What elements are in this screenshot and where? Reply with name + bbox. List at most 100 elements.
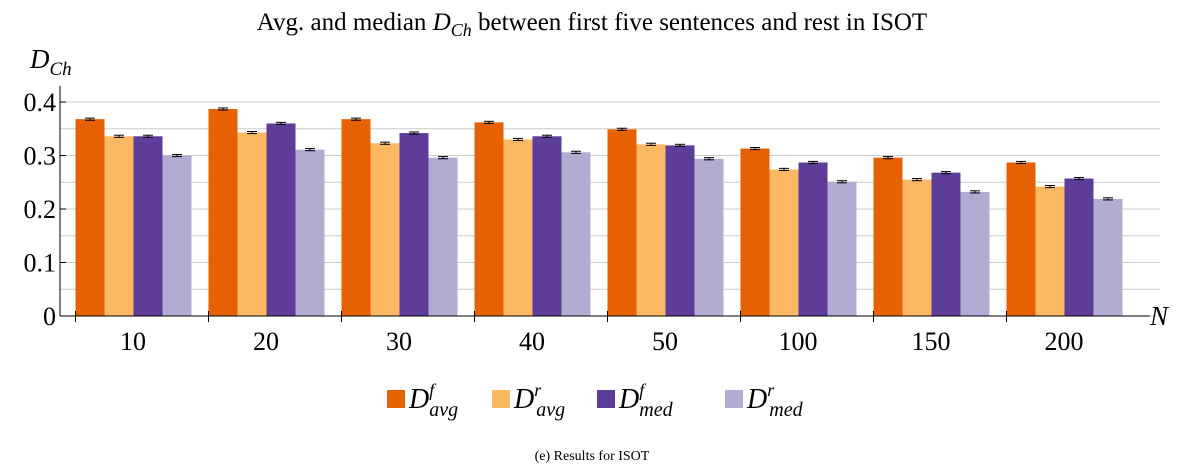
error-bar <box>172 153 182 158</box>
error-bar <box>617 127 627 131</box>
error-bar <box>305 148 315 152</box>
bar <box>208 109 238 316</box>
legend-part: f <box>639 380 647 400</box>
y-tick-label: 0 <box>43 302 56 331</box>
bar <box>266 123 296 316</box>
y-tick-label: 0.4 <box>24 88 57 117</box>
bar <box>798 162 828 316</box>
x-tick-label: 150 <box>912 327 951 356</box>
y-label-part: D <box>29 44 50 74</box>
bar <box>769 169 799 316</box>
error-bar <box>438 156 448 160</box>
y-tick-label: 0.2 <box>24 195 57 224</box>
legend-part: D <box>408 384 429 415</box>
error-bar <box>704 157 714 161</box>
error-bar <box>143 134 153 138</box>
y-tick-label: 0.3 <box>24 142 57 171</box>
error-bar <box>380 141 390 145</box>
error-bar <box>883 156 893 160</box>
error-bar <box>941 171 951 175</box>
legend-label: Df avg <box>408 380 458 421</box>
bar <box>607 129 637 316</box>
error-bar <box>675 143 685 147</box>
bar <box>1093 198 1123 316</box>
bar <box>162 155 192 316</box>
bar <box>237 132 267 316</box>
bar <box>399 133 429 316</box>
bar <box>960 191 990 316</box>
title-part: D <box>432 9 451 36</box>
y-tick-label: 0.1 <box>24 249 57 278</box>
legend-part: med <box>639 399 673 421</box>
legend-part: med <box>769 399 803 421</box>
bar <box>532 136 562 316</box>
legend-label: Dr avg <box>513 380 565 421</box>
bar <box>341 119 371 317</box>
error-bar <box>513 137 523 142</box>
bar <box>931 172 961 316</box>
error-bar <box>351 117 361 121</box>
y-label-part: Ch <box>50 59 72 80</box>
bar <box>370 143 400 316</box>
legend-part: r <box>534 380 542 400</box>
x-axis-label: N <box>1149 301 1170 331</box>
error-bar <box>247 130 257 135</box>
bar <box>75 119 105 317</box>
x-tick-label: 20 <box>253 327 279 356</box>
title-part: between first five sentences and rest in… <box>472 9 927 36</box>
error-bar <box>970 190 980 194</box>
legend-part: f <box>429 380 437 400</box>
bar <box>740 148 770 316</box>
error-bar <box>837 180 847 184</box>
legend-part: avg <box>429 399 458 421</box>
x-tick-label: 100 <box>779 327 818 356</box>
legend-part: D <box>618 384 639 415</box>
bar <box>503 139 533 316</box>
caption: (e) Results for ISOT <box>535 449 650 464</box>
bar <box>428 157 458 316</box>
bar <box>665 145 695 316</box>
title-part: Avg. and median <box>257 9 433 36</box>
legend-label: Df med <box>618 380 674 421</box>
legend-swatch <box>492 390 510 408</box>
bar <box>295 149 325 316</box>
legend-part: D <box>746 384 767 415</box>
x-tick-label: 50 <box>652 327 678 356</box>
chart-title: Avg. and median DCh between first five s… <box>257 9 927 40</box>
bar <box>133 136 163 316</box>
error-bar <box>114 134 124 138</box>
legend-swatch <box>725 390 743 408</box>
error-bar <box>484 120 494 124</box>
error-bar <box>1045 184 1055 189</box>
bar <box>902 179 932 316</box>
error-bar <box>646 142 656 146</box>
y-axis-label: DCh <box>29 44 72 80</box>
title-part: Ch <box>451 20 472 40</box>
error-bar <box>571 150 581 154</box>
bar <box>873 157 903 316</box>
error-bar <box>1016 160 1026 165</box>
error-bar <box>276 121 286 126</box>
bar <box>1006 162 1036 316</box>
bar <box>561 152 591 316</box>
error-bar <box>1074 176 1084 181</box>
error-bar <box>409 131 419 135</box>
x-tick-label: 30 <box>386 327 412 356</box>
x-tick-label: 10 <box>120 327 146 356</box>
legend-part: avg <box>536 399 565 421</box>
bar <box>474 122 504 316</box>
error-bar <box>218 107 228 111</box>
bar <box>694 158 724 316</box>
legend-label: Dr med <box>746 380 804 421</box>
legend-swatch <box>597 390 615 408</box>
error-bar <box>750 147 760 151</box>
bar <box>104 136 134 316</box>
error-bar <box>808 160 818 165</box>
legend-swatch <box>387 390 405 408</box>
legend-part: r <box>767 380 775 400</box>
x-tick-label: 200 <box>1045 327 1084 356</box>
error-bar <box>1103 197 1113 201</box>
error-bar <box>779 167 789 172</box>
error-bar <box>912 178 922 182</box>
